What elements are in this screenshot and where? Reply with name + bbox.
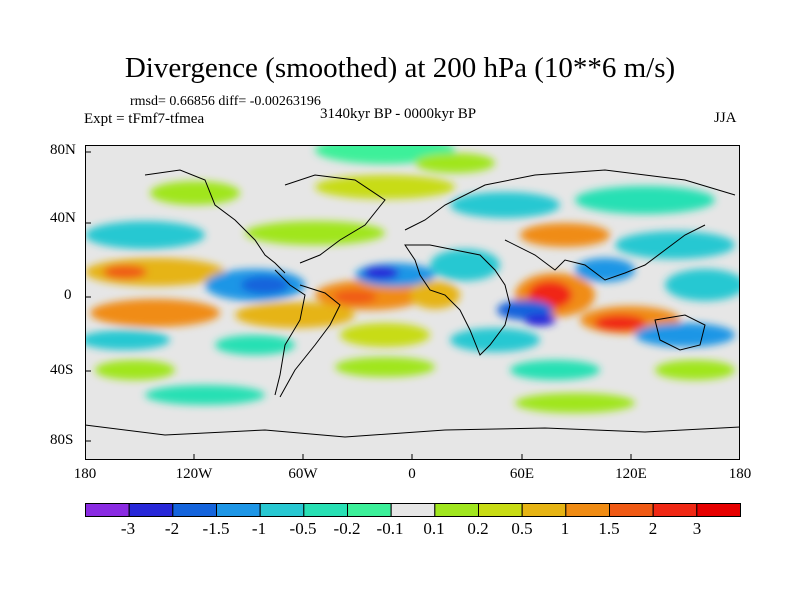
coastline-greenland-canada [284, 174, 386, 264]
coastline-antarctica [85, 424, 740, 438]
experiment-label: Expt = tFmf7-tfmea [84, 111, 205, 127]
field-patch [655, 360, 735, 380]
colorbar-label: -3 [120, 519, 136, 538]
map-ticks [85, 151, 632, 460]
colorbar-box [652, 503, 698, 517]
field-patch [575, 186, 715, 214]
field-patch [575, 258, 635, 282]
colorbar-box [696, 503, 741, 517]
field-patch [335, 357, 435, 377]
colorbar-box [128, 503, 174, 517]
colorbar-label: -1.5 [202, 519, 230, 538]
lat-label-80s: 80S [50, 432, 74, 448]
field-patch [520, 223, 610, 247]
coastline-north-america [144, 169, 286, 274]
colorbar-boxes [85, 503, 741, 517]
lon-label-180w: 180 [73, 466, 97, 482]
field-patch [215, 335, 295, 355]
colorbar-box [565, 503, 610, 517]
field-patch [150, 181, 240, 205]
field-patch [363, 266, 399, 280]
field-patch [90, 299, 220, 327]
colorbar-box [609, 503, 654, 517]
lat-label-eq: 0 [64, 287, 72, 303]
period-label: 3140kyr BP - 0000kyr BP [320, 106, 477, 122]
colorbar-label: 1.5 [598, 519, 620, 538]
lon-label-0: 0 [408, 466, 416, 482]
colorbar-label: -2 [164, 519, 180, 538]
divergence-map [85, 145, 740, 460]
colorbar-label: -1 [251, 519, 267, 538]
coastline-eurasia-north [404, 169, 736, 231]
field-patch [340, 323, 430, 347]
coastline-africa [404, 244, 511, 356]
colorbar-box [434, 503, 479, 517]
field-patch [333, 290, 377, 304]
colorbar-box [172, 503, 217, 517]
field-patch [594, 315, 646, 331]
map-title: Divergence (smoothed) at 200 hPa (10**6 … [124, 52, 676, 84]
colorbar-label: 0.1 [423, 519, 445, 538]
colorbar-label: -0.2 [333, 519, 361, 538]
colorbar-box [303, 503, 348, 517]
coastlines [85, 169, 740, 438]
colorbar-box [216, 503, 261, 517]
coastline-south-america-east [279, 284, 341, 398]
colorbar [85, 503, 741, 517]
field-patch [510, 360, 600, 380]
colorbar-label: -0.1 [376, 519, 404, 538]
field-patch [315, 175, 455, 199]
field-patch [85, 258, 225, 286]
lat-label-40n: 40N [50, 210, 76, 226]
colorbar-label: 0.5 [511, 519, 533, 538]
lon-label-60e: 60E [509, 466, 535, 482]
field-patch [245, 221, 385, 245]
field-patch [145, 385, 265, 405]
lat-label-40s: 40S [50, 362, 74, 378]
field-patch [241, 276, 289, 294]
coastline-south-america-west [274, 269, 306, 396]
colorbar-label: 3 [692, 519, 702, 538]
colorbar-label: -0.5 [289, 519, 317, 538]
colorbar-label: 2 [648, 519, 658, 538]
divergence-field [85, 145, 740, 413]
colorbar-label: 1 [560, 519, 570, 538]
colorbar-box [259, 503, 305, 517]
field-patch [524, 314, 556, 326]
season-label: JJA [714, 110, 737, 126]
colorbar-box [521, 503, 567, 517]
field-patch [635, 323, 735, 347]
colorbar-box [390, 503, 436, 517]
colorbar-box [85, 503, 130, 517]
field-patch [410, 281, 460, 309]
field-patch [103, 265, 147, 279]
coastline-asia-south [504, 224, 706, 281]
coastline-australia [654, 314, 706, 351]
field-patch [450, 192, 560, 218]
lon-label-60w: 60W [288, 466, 318, 482]
lon-label-180e: 180 [728, 466, 752, 482]
field-patch [450, 328, 540, 352]
lon-label-120e: 120E [615, 466, 647, 482]
field-patch [95, 360, 175, 380]
colorbar-box [478, 503, 523, 517]
field-patch [85, 330, 170, 350]
colorbar-box [347, 503, 392, 517]
lat-label-80n: 80N [50, 142, 76, 158]
colorbar-label: 0.2 [467, 519, 489, 538]
field-patch [235, 302, 355, 328]
field-patch [415, 153, 495, 173]
lon-label-120w: 120W [175, 466, 213, 482]
field-patch [515, 393, 635, 413]
field-patch [85, 221, 205, 249]
stats-text: rmsd= 0.66856 diff= -0.00263196 [130, 94, 321, 109]
field-patch [615, 231, 735, 259]
field-patch [665, 269, 740, 301]
